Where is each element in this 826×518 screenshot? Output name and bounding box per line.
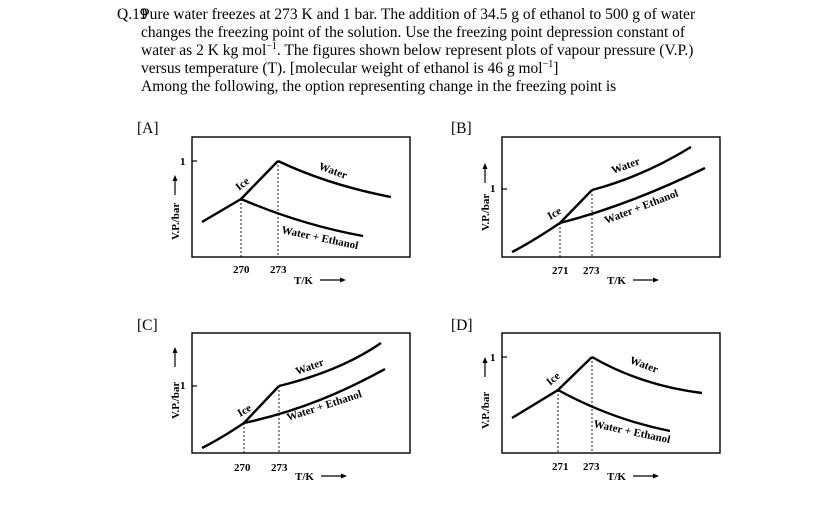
- svg-text:V.P./bar: V.P./bar: [480, 194, 492, 231]
- svg-text:V.P./bar: V.P./bar: [170, 203, 182, 240]
- y-tick-1: 1: [180, 156, 186, 168]
- x-tick-high: 273: [583, 265, 600, 277]
- y-axis-label: V.P./bar: [480, 357, 492, 429]
- y-axis-label: V.P./bar: [170, 347, 182, 419]
- option-d-label[interactable]: [D]: [451, 317, 473, 334]
- ice-label: Ice: [544, 370, 563, 388]
- water-curve: [591, 355, 703, 395]
- solution-curve: [240, 197, 364, 238]
- svg-text:V.P./bar: V.P./bar: [480, 392, 492, 429]
- svg-text:T/K: T/K: [294, 275, 313, 287]
- option-c-label[interactable]: [C]: [137, 317, 158, 334]
- ice-label: Ice: [546, 205, 564, 222]
- option-b-label[interactable]: [B]: [451, 120, 472, 137]
- x-axis-label: T/K: [607, 471, 659, 483]
- x-tick-high: 273: [271, 462, 288, 474]
- option-d-plot[interactable]: V.P./bar 1 Ice Water Water + Ethanol 271…: [470, 331, 730, 491]
- option-a-plot[interactable]: V.P./bar 1 Ice Water Water + Ethanol 270…: [160, 135, 420, 295]
- solution-label: Water + Ethanol: [285, 388, 363, 424]
- solution-curve: [243, 367, 386, 425]
- x-tick-low: 270: [233, 264, 250, 276]
- solution-curve: [557, 388, 671, 433]
- solution-curve: [559, 166, 706, 225]
- x-tick-high: 273: [583, 461, 600, 473]
- plot-frame: [501, 332, 721, 454]
- question-line-3: water as 2 K kg mol−1. The figures shown…: [141, 40, 694, 59]
- plot-frame: [501, 136, 721, 258]
- svg-text:V.P./bar: V.P./bar: [170, 382, 182, 419]
- plot-frame: [191, 332, 411, 454]
- water-curve: [278, 342, 382, 388]
- x-axis-label: T/K: [294, 275, 346, 287]
- question-line-2: changes the freezing point of the soluti…: [141, 24, 686, 41]
- x-axis-label: T/K: [295, 471, 347, 483]
- svg-text:T/K: T/K: [607, 471, 626, 483]
- y-axis-label: V.P./bar: [480, 163, 492, 231]
- svg-text:T/K: T/K: [295, 471, 314, 483]
- x-axis-label: T/K: [607, 275, 659, 287]
- y-tick-1: 1: [490, 352, 496, 364]
- solution-label: Water + Ethanol: [280, 224, 359, 252]
- x-tick-low: 271: [552, 461, 569, 473]
- y-axis-label: V.P./bar: [170, 175, 182, 240]
- water-curve: [591, 145, 692, 192]
- plot-frame: [191, 136, 411, 258]
- question-number: Q.19: [117, 6, 148, 23]
- option-a-label[interactable]: [A]: [137, 120, 159, 137]
- water-curve: [277, 159, 392, 199]
- y-tick-1: 1: [490, 183, 496, 195]
- x-tick-low: 270: [234, 462, 251, 474]
- water-label: Water: [628, 355, 660, 376]
- svg-text:T/K: T/K: [607, 275, 626, 287]
- question-line-1: Pure water freezes at 273 K and 1 bar. T…: [141, 6, 696, 23]
- x-tick-low: 271: [552, 265, 569, 277]
- y-tick-1: 1: [180, 380, 186, 392]
- question-line-4: versus temperature (T). [molecular weigh…: [141, 58, 559, 77]
- option-c-plot[interactable]: V.P./bar 1 Ice Water Water + Ethanol 270…: [160, 331, 420, 491]
- question-prompt: Among the following, the option represen…: [141, 78, 617, 95]
- option-b-plot[interactable]: V.P./bar 1 Ice Water Water + Ethanol 271…: [470, 135, 730, 295]
- question-text: Pure water freezes at 273 K and 1 bar. T…: [141, 6, 781, 96]
- x-tick-high: 273: [270, 264, 287, 276]
